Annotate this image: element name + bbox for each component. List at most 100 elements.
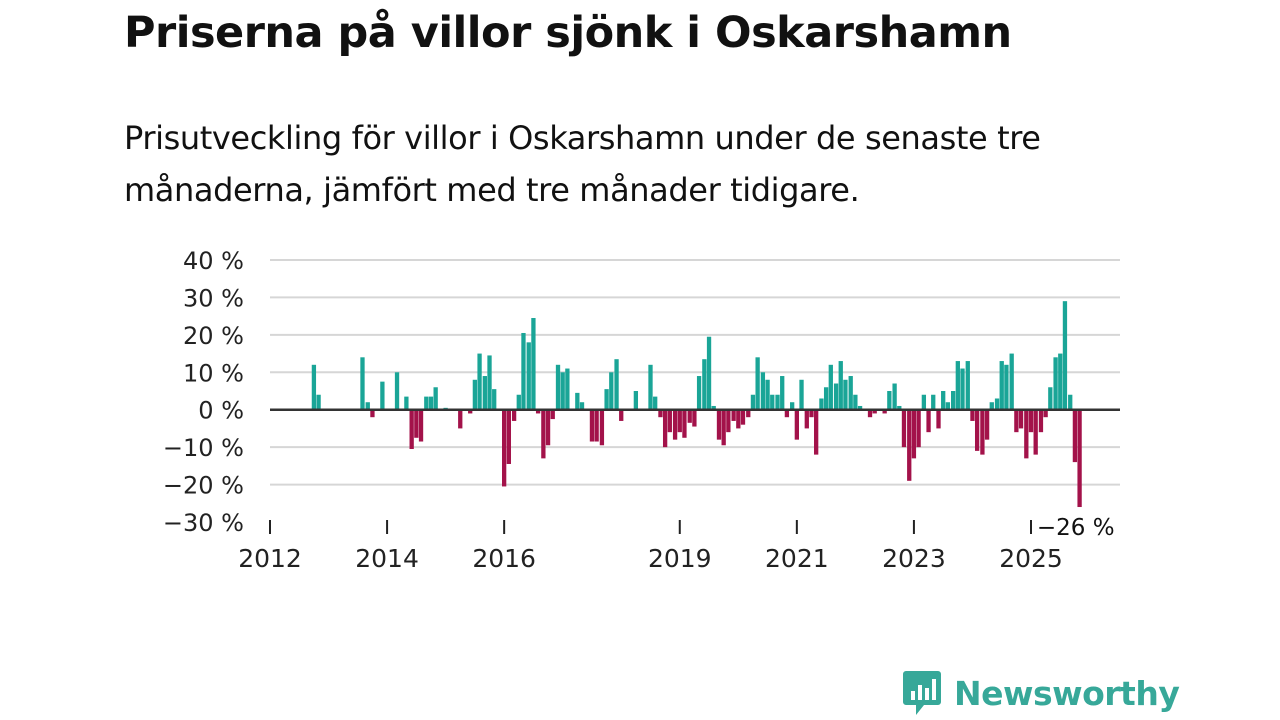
bar bbox=[974, 409, 980, 451]
x-tick-label: 2021 bbox=[765, 544, 829, 573]
bar bbox=[433, 387, 438, 410]
bar bbox=[955, 361, 960, 410]
bar bbox=[702, 359, 707, 410]
bar bbox=[414, 409, 419, 438]
bar bbox=[1014, 409, 1019, 433]
bar bbox=[394, 372, 400, 410]
newsworthy-logo-icon bbox=[903, 671, 941, 715]
bar bbox=[999, 361, 1004, 410]
bars bbox=[311, 301, 1082, 508]
chart-title: Priserna på villor sjönk i Oskarshamn bbox=[124, 8, 1012, 58]
bar bbox=[980, 409, 985, 455]
bar bbox=[658, 409, 663, 418]
axes bbox=[269, 408, 1120, 534]
tick-labels: 40 % 30 % 20 % 10 % 0 % −10 % −20 % −30 % 2012 20… bbox=[163, 247, 1115, 573]
y-tick-label: −30 % bbox=[163, 509, 244, 537]
bar bbox=[1038, 409, 1044, 433]
bar bbox=[1018, 409, 1024, 429]
y-tick-label: 10 % bbox=[183, 359, 244, 387]
bar bbox=[770, 394, 775, 410]
bar bbox=[716, 409, 722, 440]
bar bbox=[838, 361, 843, 410]
x-tick-label: 2014 bbox=[355, 544, 419, 573]
bar bbox=[535, 409, 541, 414]
y-tick-label: 30 % bbox=[183, 284, 244, 312]
y-tick-label: −20 % bbox=[163, 472, 244, 500]
bar bbox=[599, 409, 605, 446]
bar bbox=[380, 381, 385, 410]
bar bbox=[1058, 353, 1063, 410]
bar bbox=[892, 383, 897, 410]
bar bbox=[833, 383, 839, 410]
bar bbox=[1072, 409, 1078, 463]
bar bbox=[482, 376, 487, 410]
bar bbox=[477, 353, 482, 410]
bar bbox=[809, 409, 814, 418]
bar bbox=[458, 409, 463, 429]
bar bbox=[755, 357, 760, 410]
bar bbox=[1033, 409, 1038, 455]
bar bbox=[911, 409, 917, 459]
bar bbox=[682, 409, 687, 438]
bar bbox=[760, 372, 766, 410]
bar bbox=[804, 409, 809, 429]
bar bbox=[633, 391, 639, 410]
bar bbox=[653, 396, 658, 410]
bar bbox=[365, 402, 370, 410]
bar bbox=[897, 405, 902, 410]
bar bbox=[857, 405, 863, 410]
bar bbox=[721, 409, 726, 446]
bar bbox=[994, 398, 1000, 410]
y-tick-label: 40 % bbox=[183, 247, 244, 275]
bar bbox=[731, 409, 736, 421]
bar bbox=[521, 332, 526, 410]
bar bbox=[541, 409, 546, 459]
bar bbox=[926, 409, 931, 433]
bar bbox=[945, 402, 951, 410]
bar bbox=[424, 396, 429, 410]
bar bbox=[579, 402, 585, 410]
bar bbox=[950, 391, 956, 410]
bar bbox=[784, 409, 790, 418]
bar bbox=[604, 389, 609, 410]
bar bbox=[360, 357, 365, 410]
bar bbox=[418, 409, 424, 442]
bar bbox=[662, 409, 668, 448]
bar bbox=[589, 409, 595, 442]
bar bbox=[555, 364, 561, 410]
chart-subtitle: Prisutveckling för villor i Oskarshamn u… bbox=[124, 119, 1041, 209]
bar bbox=[960, 368, 965, 410]
bar bbox=[882, 409, 887, 414]
bar bbox=[1048, 387, 1053, 410]
bar bbox=[594, 409, 599, 442]
bar bbox=[736, 409, 741, 429]
bar bbox=[526, 342, 531, 410]
bar bbox=[550, 409, 555, 420]
bar bbox=[487, 355, 492, 410]
x-tick-label: 2016 bbox=[472, 544, 536, 573]
bar bbox=[1068, 394, 1073, 410]
bar bbox=[711, 405, 716, 410]
bar bbox=[740, 409, 746, 425]
bar bbox=[819, 398, 824, 410]
bar bbox=[614, 359, 619, 410]
bar bbox=[780, 376, 785, 410]
bar bbox=[936, 409, 941, 429]
bar bbox=[916, 409, 921, 448]
bar bbox=[843, 379, 848, 410]
bar bbox=[1009, 353, 1014, 410]
bar bbox=[468, 409, 473, 414]
bar bbox=[1077, 409, 1082, 508]
bar bbox=[545, 409, 551, 446]
bar bbox=[726, 409, 731, 433]
bar bbox=[404, 396, 409, 410]
bar bbox=[941, 391, 946, 410]
bar bbox=[511, 409, 517, 421]
bar bbox=[1024, 409, 1029, 459]
bar bbox=[746, 409, 751, 418]
bar bbox=[696, 376, 702, 410]
bar bbox=[814, 409, 819, 455]
y-tick-label: −10 % bbox=[163, 434, 244, 462]
bar bbox=[799, 379, 804, 410]
